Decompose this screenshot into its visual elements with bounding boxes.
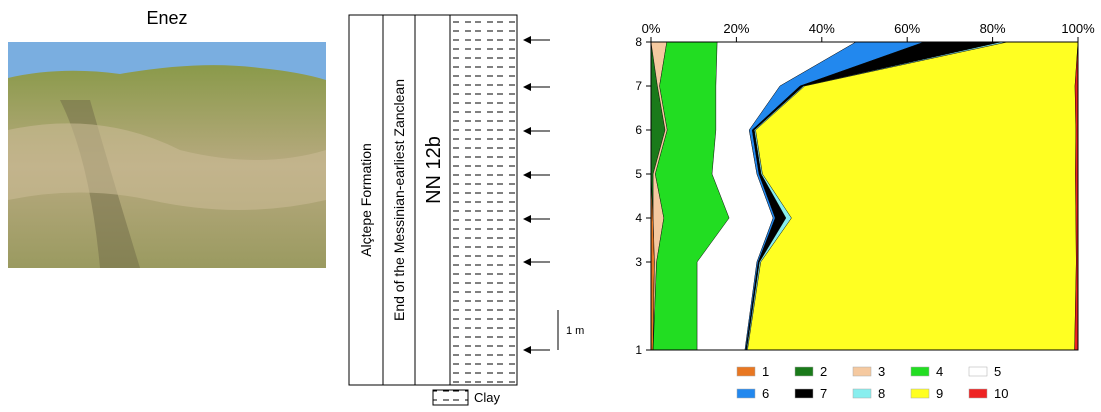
x-tick-label: 100% xyxy=(1061,21,1095,36)
legend-swatch xyxy=(968,366,988,377)
age-label: End of the Messinian-earliest Zanclean xyxy=(391,79,407,321)
y-tick-label: 6 xyxy=(635,123,642,137)
photo xyxy=(8,42,326,268)
legend-label: 1 xyxy=(762,364,769,379)
legend-label: 5 xyxy=(994,364,1001,379)
y-tick-label: 4 xyxy=(635,211,642,225)
legend-label: 7 xyxy=(820,386,827,401)
legend-swatch xyxy=(910,366,930,377)
formation-label: Alçtepe Formation xyxy=(358,143,374,257)
legend-label: 3 xyxy=(878,364,885,379)
y-tick-label: 8 xyxy=(635,35,642,49)
x-tick-label: 80% xyxy=(980,21,1006,36)
legend-swatch xyxy=(794,388,814,399)
y-tick-label: 1 xyxy=(635,343,642,357)
lithology-label: Clay xyxy=(474,390,501,405)
y-tick-label: 3 xyxy=(635,255,642,269)
strat-column xyxy=(348,14,559,406)
photo-title: Enez xyxy=(146,8,187,28)
x-tick-label: 20% xyxy=(723,21,749,36)
y-tick-label: 5 xyxy=(635,167,642,181)
plot-frame xyxy=(650,41,1079,351)
legend-label: 10 xyxy=(994,386,1008,401)
scale-label: 1 m xyxy=(566,325,584,337)
y-tick-label: 7 xyxy=(635,79,642,93)
legend-swatch xyxy=(736,366,756,377)
legend-label: 9 xyxy=(936,386,943,401)
legend-label: 6 xyxy=(762,386,769,401)
legend-swatch xyxy=(852,388,872,399)
chart: 0% 20% 40% 60% 80% 100% 1 3 4 5 6 7 8 1 2 3 4 5 6 7 8 9 10 xyxy=(635,21,1095,401)
legend-swatch xyxy=(852,366,872,377)
legend-swatch xyxy=(910,388,930,399)
legend-swatch xyxy=(794,366,814,377)
x-tick-label: 60% xyxy=(894,21,920,36)
zone-label: NN 12b xyxy=(423,136,445,204)
legend-swatch xyxy=(968,388,988,399)
legend-label: 4 xyxy=(936,364,943,379)
legend-swatch xyxy=(736,388,756,399)
x-tick-label: 40% xyxy=(809,21,835,36)
x-tick-label: 0% xyxy=(642,21,661,36)
legend-label: 2 xyxy=(820,364,827,379)
legend-label: 8 xyxy=(878,386,885,401)
